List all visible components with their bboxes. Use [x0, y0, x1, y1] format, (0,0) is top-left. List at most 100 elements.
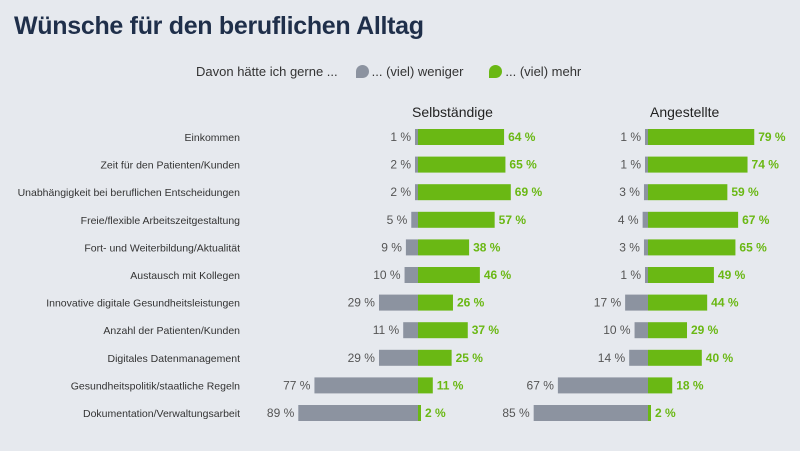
data-label-less: 2 %: [390, 158, 411, 172]
bar-more: [648, 267, 714, 283]
data-label-more: 79 %: [758, 130, 786, 144]
data-label-more: 57 %: [499, 213, 527, 227]
data-label-more: 65 %: [739, 240, 767, 254]
bar-more: [418, 377, 433, 394]
bar-less: [403, 322, 418, 339]
category-label: Freie/flexible Arbeitszeitgestaltung: [81, 215, 240, 227]
bar-more: [648, 211, 739, 228]
data-label-more: 65 %: [509, 158, 537, 172]
data-label-less: 4 %: [618, 213, 639, 227]
panel-title-angestellte: Angestellte: [650, 104, 720, 120]
bar-less: [645, 129, 648, 145]
bar-more: [418, 211, 495, 228]
legend-swatch-less: [355, 65, 369, 78]
legend: Davon hätte ich gerne ... ... (viel) wen…: [196, 64, 607, 79]
bar-less: [642, 211, 648, 228]
bar-more: [648, 405, 651, 421]
data-label-less: 10 %: [373, 268, 401, 282]
data-label-more: 26 %: [457, 296, 485, 310]
data-label-more: 29 %: [691, 323, 719, 337]
data-label-less: 5 %: [387, 213, 408, 227]
bar-less: [378, 294, 418, 311]
bar-more: [418, 129, 505, 145]
legend-item-less: ... (viel) weniger: [355, 64, 464, 79]
bar-more: [418, 294, 453, 311]
data-label-more: 59 %: [731, 185, 759, 199]
data-label-less: 1 %: [620, 268, 641, 282]
bar-less: [643, 239, 648, 256]
bar-more: [418, 405, 421, 421]
bar-less: [643, 184, 648, 201]
data-label-less: 67 %: [527, 378, 555, 392]
bar-less: [645, 156, 648, 173]
category-label: Einkommen: [185, 132, 241, 144]
bar-less: [314, 377, 418, 394]
bar-more: [418, 156, 506, 173]
bar-less: [378, 349, 418, 366]
data-label-less: 1 %: [390, 130, 411, 144]
category-label: Dokumentation/Verwaltungsarbeit: [83, 408, 240, 420]
data-label-more: 18 %: [676, 378, 704, 392]
data-label-less: 1 %: [620, 130, 641, 144]
data-label-more: 67 %: [742, 213, 770, 227]
legend-intro: Davon hätte ich gerne ...: [196, 64, 338, 79]
data-label-less: 3 %: [619, 185, 640, 199]
bar-less: [411, 211, 418, 228]
data-label-less: 17 %: [594, 296, 622, 310]
data-label-less: 29 %: [348, 296, 376, 310]
bar-more: [418, 239, 470, 256]
bar-more: [648, 156, 748, 173]
data-label-less: 9 %: [381, 240, 402, 254]
bar-less: [629, 349, 648, 366]
bar-more: [418, 322, 468, 339]
category-label: Anzahl der Patienten/Kunden: [103, 325, 240, 337]
bar-less: [645, 267, 648, 283]
data-label-more: 74 %: [752, 158, 780, 172]
data-label-less: 11 %: [373, 323, 400, 337]
bar-more: [648, 349, 702, 366]
bar-more: [418, 184, 511, 201]
bar-less: [405, 239, 418, 256]
bar-more: [648, 294, 708, 311]
data-label-more: 2 %: [655, 406, 676, 420]
bar-less: [634, 322, 648, 339]
category-label: Innovative digitale Gesundheitsleistunge…: [46, 298, 240, 310]
data-label-less: 2 %: [390, 185, 411, 199]
bar-more: [648, 184, 728, 201]
bar-less: [557, 377, 648, 394]
legend-label-more: ... (viel) mehr: [505, 64, 582, 79]
data-label-more: 44 %: [711, 296, 739, 310]
bar-less: [415, 129, 418, 145]
legend-label-less: ... (viel) weniger: [371, 64, 464, 79]
data-label-more: 37 %: [472, 323, 500, 337]
data-label-less: 77 %: [283, 378, 311, 392]
data-label-less: 10 %: [603, 323, 631, 337]
bar-less: [404, 267, 418, 283]
data-label-more: 2 %: [425, 406, 446, 420]
bar-more: [418, 349, 452, 366]
bar-less: [415, 184, 418, 201]
panel-title-selbstaendige: Selbständige: [412, 104, 493, 120]
category-label: Unabhängigkeit bei beruflichen Entscheid…: [18, 187, 241, 199]
bar-less: [298, 405, 418, 421]
data-label-more: 49 %: [718, 268, 746, 282]
bar-more: [648, 377, 673, 394]
category-label: Digitales Datenmanagement: [108, 353, 241, 365]
bar-more: [648, 239, 736, 256]
data-label-less: 3 %: [619, 240, 640, 254]
legend-item-more: ... (viel) mehr: [489, 64, 581, 79]
legend-swatch-more: [489, 65, 503, 78]
data-label-less: 29 %: [348, 351, 376, 365]
bar-less: [415, 156, 418, 173]
data-label-more: 11 %: [437, 378, 464, 392]
data-label-more: 40 %: [706, 351, 734, 365]
chart-title: Wünsche für den beruflichen Alltag: [14, 12, 424, 40]
category-label: Zeit für den Patienten/Kunden: [100, 160, 240, 172]
data-label-more: 69 %: [515, 185, 543, 199]
data-label-less: 85 %: [502, 406, 530, 420]
category-label: Gesundheitspolitik/staatliche Regeln: [71, 380, 240, 392]
data-label-more: 46 %: [484, 268, 512, 282]
data-label-less: 1 %: [620, 158, 641, 172]
category-label: Fort- und Weiterbildung/Aktualität: [84, 242, 240, 254]
